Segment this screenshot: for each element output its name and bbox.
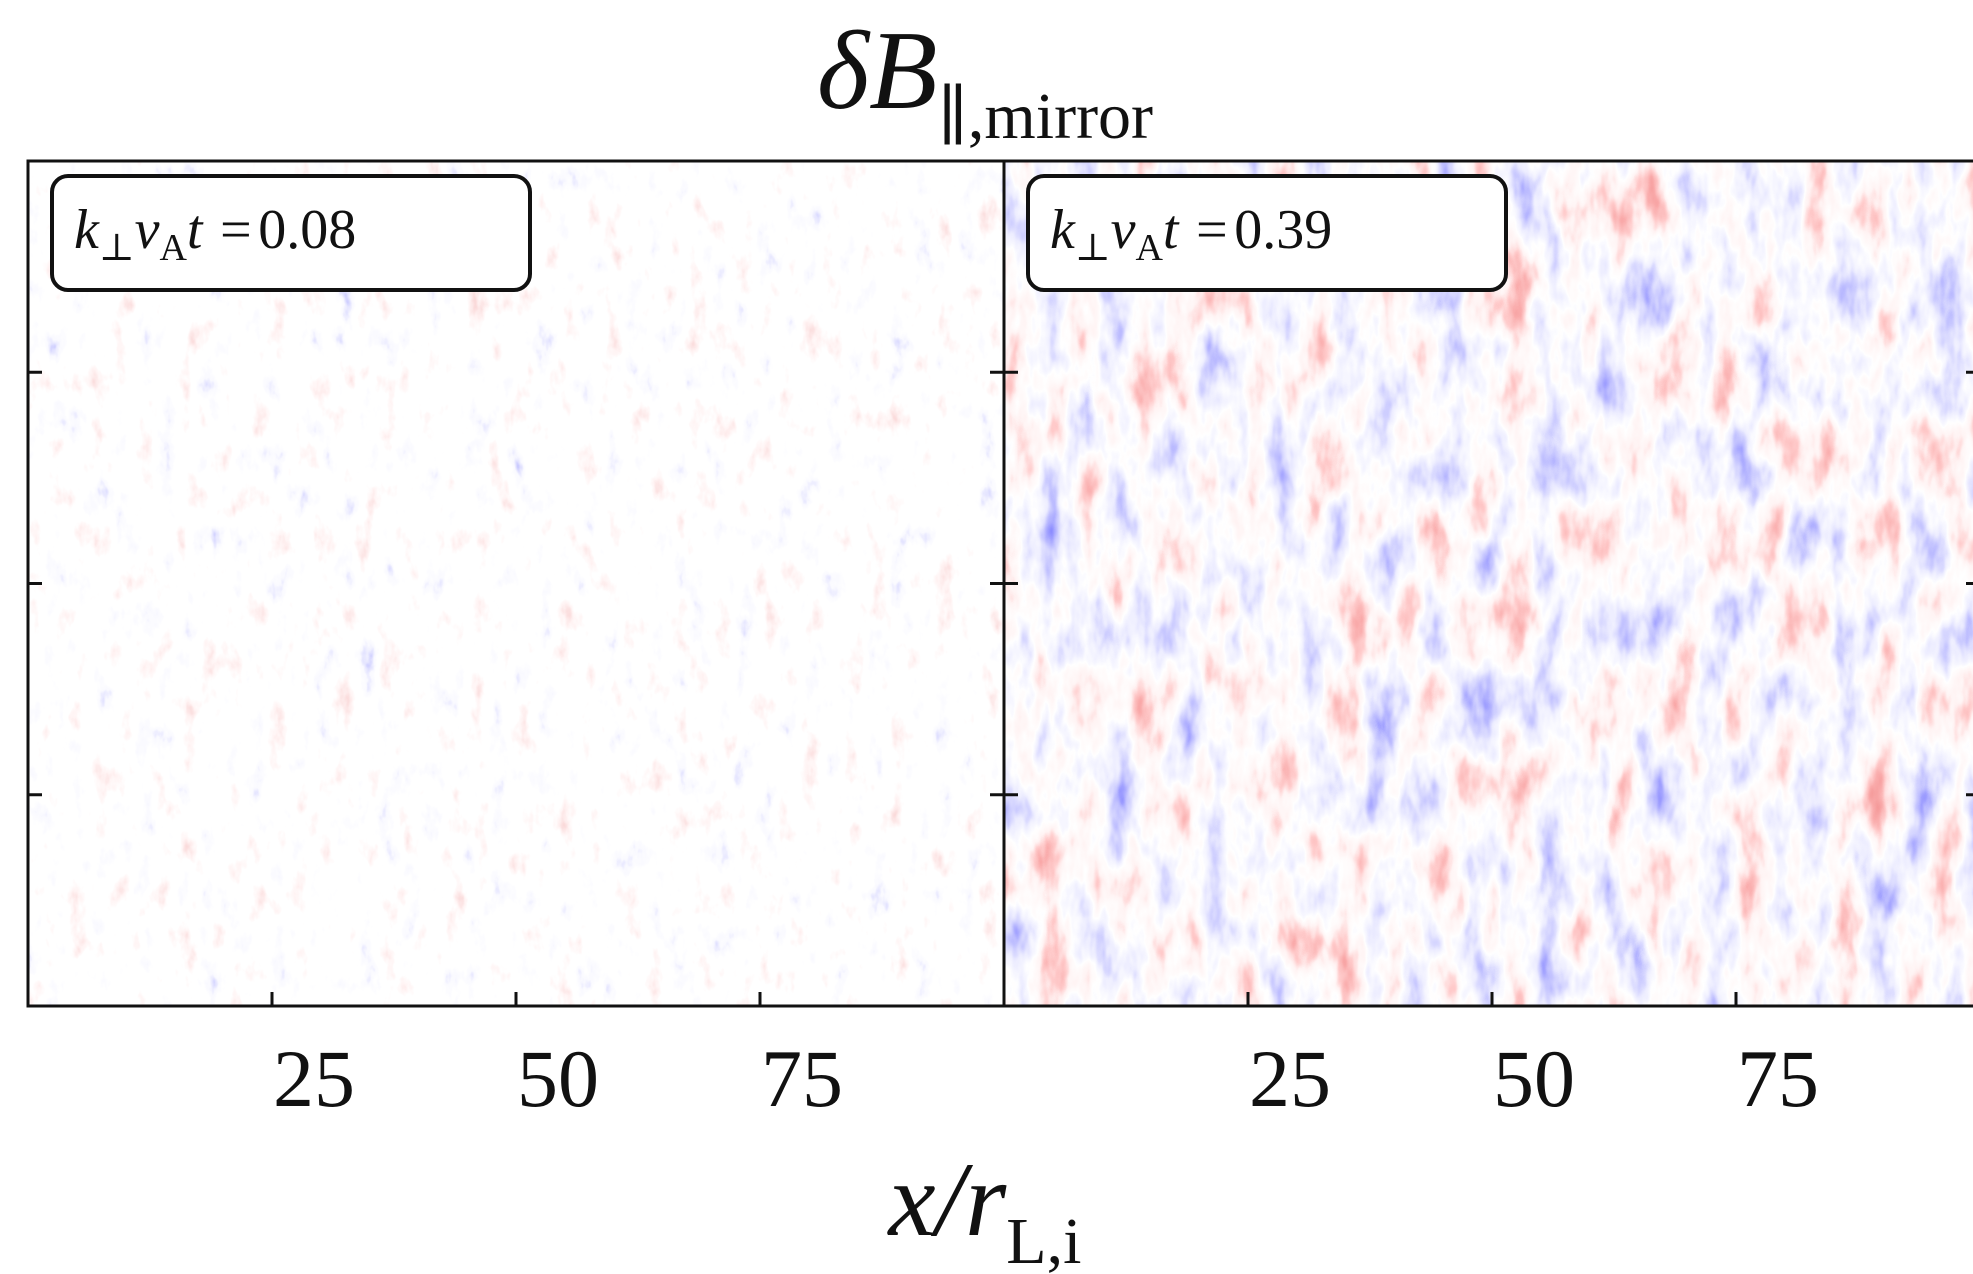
chart-title: δB∥,mirror: [817, 9, 1153, 153]
annotation-symbol: t =: [1163, 199, 1230, 261]
x-tick-label: 75: [1737, 1033, 1819, 1124]
annotation-symbol: k: [1050, 199, 1076, 261]
annotation-subscript: A: [159, 227, 187, 269]
annotation-subscript: ⊥: [99, 227, 135, 269]
annotation-subscript: ⊥: [1075, 227, 1111, 269]
annotation-symbol: k: [74, 199, 100, 261]
annotation-box: [50, 174, 532, 292]
x-label-subscript: L,i: [1006, 1205, 1081, 1274]
title-main: δB: [817, 9, 937, 133]
x-tick-label: 50: [1493, 1033, 1575, 1124]
annotation: k⊥vAt =0.39: [1050, 199, 1332, 269]
heatmap-field: [1004, 161, 1973, 1006]
annotation-time: 0.39: [1234, 199, 1332, 261]
x-tick-label: 75: [761, 1033, 843, 1124]
annotation-symbol: t =: [187, 199, 254, 261]
title-subscript: ∥,mirror: [937, 80, 1153, 153]
x-label-main: x/r: [887, 1141, 1007, 1258]
x-tick-label: 50: [517, 1033, 599, 1124]
annotation: k⊥vAt =0.08: [74, 199, 356, 269]
x-tick-label: 25: [1249, 1033, 1331, 1124]
annotation-time: 0.08: [258, 199, 356, 261]
annotation-symbol: v: [135, 199, 160, 261]
annotation-symbol: v: [1111, 199, 1136, 261]
annotation-subscript: A: [1135, 227, 1163, 269]
heatmap-field: [28, 161, 1004, 1006]
x-axis-label: x/rL,i: [887, 1141, 1082, 1274]
x-tick-label: 25: [273, 1033, 355, 1124]
annotation-box: [1026, 174, 1508, 292]
